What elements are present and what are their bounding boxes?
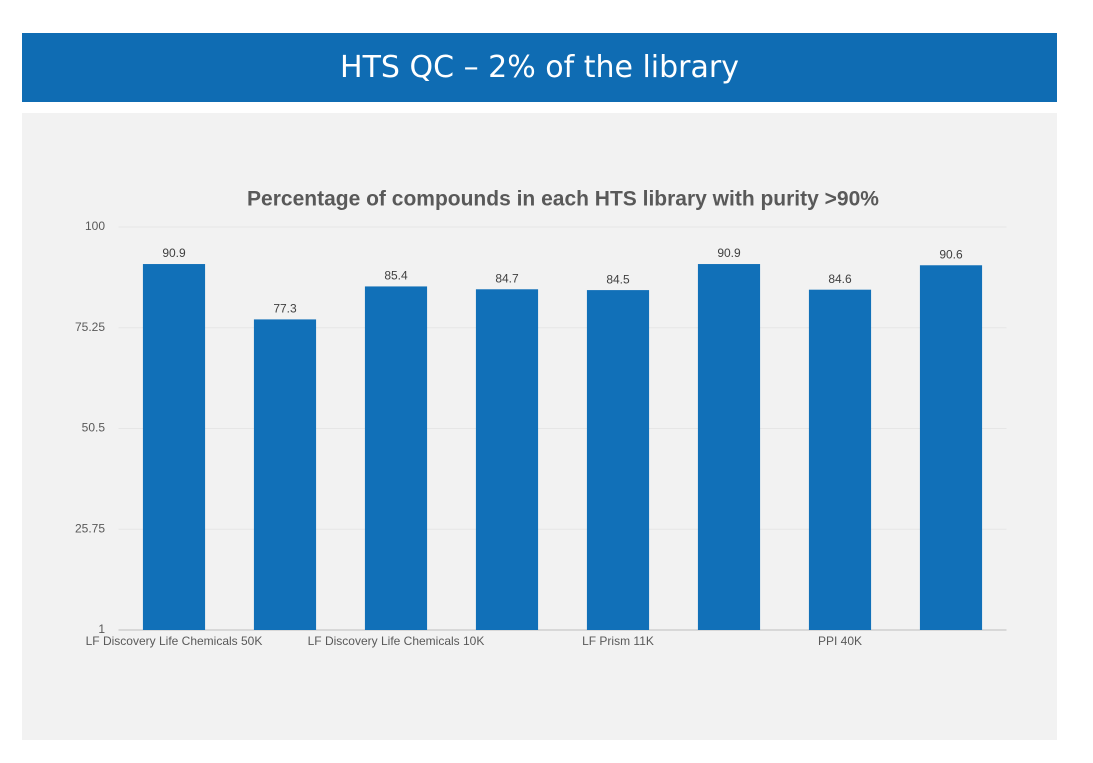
value-label: 85.4 — [384, 269, 408, 283]
bar — [253, 319, 317, 630]
y-tick-label: 1 — [98, 622, 105, 636]
value-label: 84.5 — [606, 272, 630, 286]
bar — [475, 289, 539, 630]
x-tick-label: PPI 40K — [818, 634, 862, 648]
bar — [586, 290, 650, 630]
y-tick-label: 25.75 — [75, 521, 105, 535]
value-label: 90.9 — [162, 246, 186, 260]
x-tick-label: LF Discovery Life Chemicals 10K — [308, 634, 485, 648]
y-tick-label: 75.25 — [75, 320, 105, 334]
x-tick-label: LF Prism 11K — [582, 634, 654, 648]
value-label: 90.6 — [939, 247, 963, 261]
x-tick-label: LF Discovery Life Chemicals 50K — [86, 634, 263, 648]
y-tick-label: 50.5 — [82, 421, 106, 435]
chart-title: Percentage of compounds in each HTS libr… — [247, 188, 879, 211]
value-label: 84.7 — [495, 271, 519, 285]
bar — [697, 264, 761, 630]
slide-title: HTS QC – 2% of the library — [22, 33, 1057, 102]
bar — [919, 265, 983, 630]
bar — [364, 286, 428, 630]
value-label: 90.9 — [717, 246, 741, 260]
bar — [808, 289, 872, 630]
value-label: 77.3 — [273, 302, 297, 316]
bar — [142, 264, 206, 630]
y-tick-label: 100 — [85, 219, 105, 233]
value-label: 84.6 — [828, 272, 852, 286]
